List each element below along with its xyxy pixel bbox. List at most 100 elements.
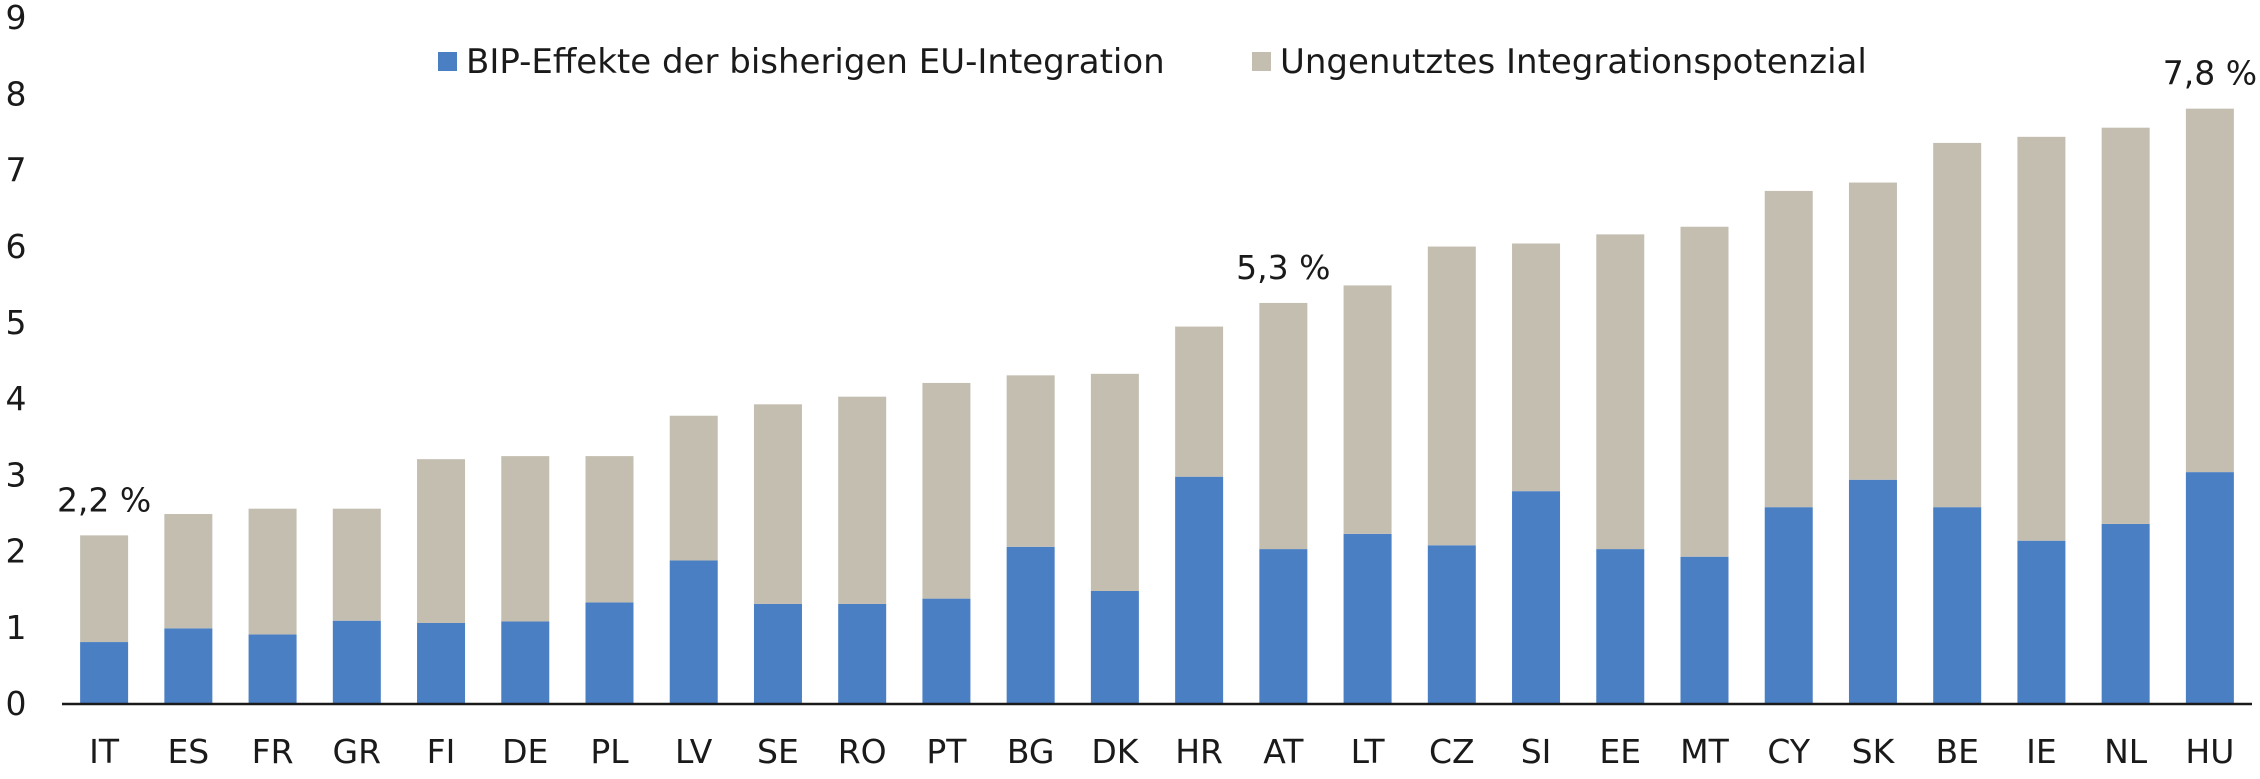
bar-total-label: 2,2 % bbox=[57, 480, 151, 519]
y-tick-label: 1 bbox=[6, 608, 27, 647]
y-tick-label: 7 bbox=[6, 151, 27, 190]
y-tick-label: 4 bbox=[6, 379, 27, 418]
x-tick-label: DK bbox=[1091, 732, 1139, 771]
bar-segment-potential-fr bbox=[248, 508, 297, 635]
bar-segment-potential-sk bbox=[1848, 182, 1897, 480]
y-tick-label: 0 bbox=[6, 684, 27, 723]
x-tick-label: BE bbox=[1935, 732, 1979, 771]
y-tick-label: 3 bbox=[6, 455, 27, 494]
bar-total-label: 5,3 % bbox=[1236, 248, 1330, 287]
x-tick-label: IE bbox=[2026, 732, 2057, 771]
annotations: 2,2 % 5,3 % 7,8 % bbox=[57, 54, 2257, 520]
bar-segment-realized-fr bbox=[248, 634, 297, 703]
bar-segment-realized-ro bbox=[838, 603, 887, 703]
bar-segment-potential-ee bbox=[1596, 234, 1645, 550]
legend-label: Ungenutztes Integrationspotenzial bbox=[1280, 42, 1867, 82]
y-tick-label: 5 bbox=[6, 303, 27, 342]
bar-segment-realized-pl bbox=[585, 602, 634, 703]
bar-segment-potential-bg bbox=[1006, 375, 1055, 547]
x-tick-label: NL bbox=[2104, 732, 2148, 771]
y-tick-label: 6 bbox=[6, 227, 27, 266]
bar-segment-potential-pt bbox=[922, 382, 971, 599]
bar-segment-potential-hu bbox=[2185, 108, 2234, 473]
x-tick-label: HU bbox=[2185, 732, 2234, 771]
bar-segment-realized-cy bbox=[1764, 507, 1813, 703]
bar-segment-realized-hr bbox=[1175, 476, 1224, 703]
bar-segment-realized-ee bbox=[1596, 549, 1645, 703]
bar-segment-realized-es bbox=[164, 628, 213, 703]
bar-segment-potential-cy bbox=[1764, 190, 1813, 508]
bars bbox=[80, 108, 2234, 703]
bar-segment-potential-si bbox=[1512, 243, 1561, 492]
bar-segment-realized-dk bbox=[1090, 590, 1139, 703]
bar-segment-potential-gr bbox=[332, 508, 381, 621]
x-tick-label: CZ bbox=[1429, 732, 1475, 771]
y-axis-ticks: 0 1 2 3 4 5 6 7 8 9 bbox=[6, 0, 27, 723]
bar-segment-potential-fi bbox=[417, 459, 466, 623]
y-tick-label: 9 bbox=[6, 0, 27, 37]
bar-segment-potential-se bbox=[753, 404, 802, 604]
x-tick-label: GR bbox=[333, 732, 382, 771]
bar-segment-potential-lv bbox=[669, 415, 718, 561]
bar-segment-potential-hr bbox=[1175, 326, 1224, 477]
x-tick-label: RO bbox=[838, 732, 887, 771]
bar-segment-potential-de bbox=[501, 456, 550, 622]
x-tick-label: HR bbox=[1175, 732, 1223, 771]
bar-segment-potential-lt bbox=[1343, 285, 1392, 534]
bar-segment-potential-ro bbox=[838, 396, 887, 604]
legend-swatch bbox=[438, 52, 457, 71]
bar-segment-potential-it bbox=[80, 535, 129, 643]
x-tick-label: LT bbox=[1351, 732, 1386, 771]
y-tick-label: 8 bbox=[6, 74, 27, 113]
bar-segment-realized-fi bbox=[417, 622, 466, 703]
x-tick-label: CY bbox=[1767, 732, 1810, 771]
x-tick-label: EE bbox=[1599, 732, 1641, 771]
x-tick-label: MT bbox=[1680, 732, 1729, 771]
bar-segment-realized-de bbox=[501, 621, 550, 703]
x-tick-label: BG bbox=[1007, 732, 1055, 771]
x-tick-label: SI bbox=[1521, 732, 1552, 771]
bar-segment-potential-cz bbox=[1427, 246, 1476, 546]
bar-segment-realized-ie bbox=[2017, 540, 2066, 703]
bar-segment-realized-hu bbox=[2185, 472, 2234, 703]
x-tick-label: PT bbox=[926, 732, 967, 771]
bar-segment-potential-es bbox=[164, 514, 213, 629]
x-tick-label: ES bbox=[167, 732, 209, 771]
bar-total-label: 7,8 % bbox=[2163, 54, 2257, 93]
x-tick-label: PL bbox=[590, 732, 629, 771]
legend-swatch bbox=[1252, 52, 1271, 71]
bar-segment-realized-it bbox=[80, 642, 129, 703]
bar-segment-realized-pt bbox=[922, 598, 971, 703]
x-tick-label: LV bbox=[675, 732, 713, 771]
x-tick-label: IT bbox=[89, 732, 120, 771]
x-tick-label: FR bbox=[252, 732, 294, 771]
bar-segment-potential-dk bbox=[1090, 373, 1139, 591]
bar-segment-realized-nl bbox=[2101, 523, 2150, 703]
bar-segment-potential-be bbox=[1933, 142, 1982, 508]
x-tick-label: DE bbox=[502, 732, 548, 771]
y-tick-label: 2 bbox=[6, 532, 27, 571]
x-tick-label: SE bbox=[757, 732, 799, 771]
bar-segment-potential-mt bbox=[1680, 226, 1729, 557]
x-tick-label: AT bbox=[1263, 732, 1304, 771]
bar-segment-potential-ie bbox=[2017, 136, 2066, 541]
bar-segment-realized-at bbox=[1259, 549, 1308, 703]
bar-segment-realized-si bbox=[1512, 491, 1561, 703]
x-axis-labels: IT ES FR GR FI DE PL LV SE RO PT BG DK HR AT LT CZ SI EE MT… bbox=[89, 732, 2234, 771]
x-tick-label: FI bbox=[427, 732, 456, 771]
legend: BIP-Effekte der bisherigen EU-Integratio… bbox=[438, 42, 1867, 82]
bar-segment-potential-nl bbox=[2101, 127, 2150, 524]
bar-segment-realized-lt bbox=[1343, 533, 1392, 703]
bar-segment-realized-bg bbox=[1006, 546, 1055, 703]
bar-segment-realized-cz bbox=[1427, 545, 1476, 703]
bar-segment-realized-se bbox=[753, 603, 802, 703]
bar-segment-potential-at bbox=[1259, 302, 1308, 550]
bar-segment-potential-pl bbox=[585, 456, 634, 603]
bar-segment-realized-gr bbox=[332, 620, 381, 703]
legend-label: BIP-Effekte der bisherigen EU-Integratio… bbox=[466, 42, 1165, 82]
bar-segment-realized-lv bbox=[669, 560, 718, 703]
bar-segment-realized-sk bbox=[1848, 479, 1897, 703]
x-tick-label: SK bbox=[1852, 732, 1896, 771]
